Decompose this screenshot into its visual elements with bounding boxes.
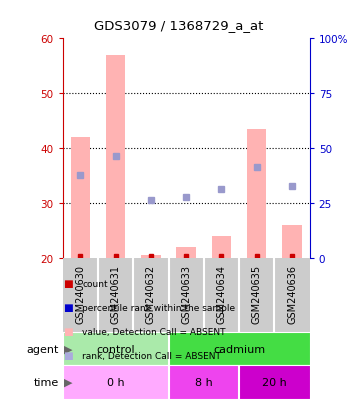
Bar <box>63 366 169 399</box>
Text: rank, Detection Call = ABSENT: rank, Detection Call = ABSENT <box>82 351 221 360</box>
Bar <box>71 138 90 258</box>
Text: ■: ■ <box>63 279 72 289</box>
Bar <box>106 56 125 258</box>
Text: GSM240634: GSM240634 <box>217 264 227 323</box>
Text: GSM240630: GSM240630 <box>75 264 85 323</box>
Text: ■: ■ <box>63 351 72 361</box>
Bar <box>176 247 196 258</box>
Text: control: control <box>96 344 135 354</box>
Text: ▶: ▶ <box>64 344 73 354</box>
Text: ■: ■ <box>63 303 72 313</box>
Text: GSM240636: GSM240636 <box>287 264 297 323</box>
Text: time: time <box>34 377 59 387</box>
Text: percentile rank within the sample: percentile rank within the sample <box>82 303 236 312</box>
Bar <box>247 130 266 258</box>
Text: GSM240632: GSM240632 <box>146 264 156 323</box>
Text: GSM240633: GSM240633 <box>181 264 191 323</box>
Bar <box>169 366 239 399</box>
Text: GSM240631: GSM240631 <box>111 264 121 323</box>
Bar <box>282 225 302 258</box>
Bar <box>169 332 310 366</box>
Text: cadmium: cadmium <box>213 344 265 354</box>
Text: 0 h: 0 h <box>107 377 124 387</box>
Bar <box>141 255 161 258</box>
Text: agent: agent <box>27 344 59 354</box>
Text: value, Detection Call = ABSENT: value, Detection Call = ABSENT <box>82 327 226 336</box>
Text: ▶: ▶ <box>64 377 73 387</box>
Bar <box>212 236 231 258</box>
Text: 8 h: 8 h <box>195 377 213 387</box>
Bar <box>239 366 310 399</box>
Text: count: count <box>82 279 108 288</box>
Text: GDS3079 / 1368729_a_at: GDS3079 / 1368729_a_at <box>94 19 264 31</box>
Text: GSM240635: GSM240635 <box>252 264 262 323</box>
Bar <box>63 332 169 366</box>
Text: ■: ■ <box>63 327 72 337</box>
Text: 20 h: 20 h <box>262 377 287 387</box>
